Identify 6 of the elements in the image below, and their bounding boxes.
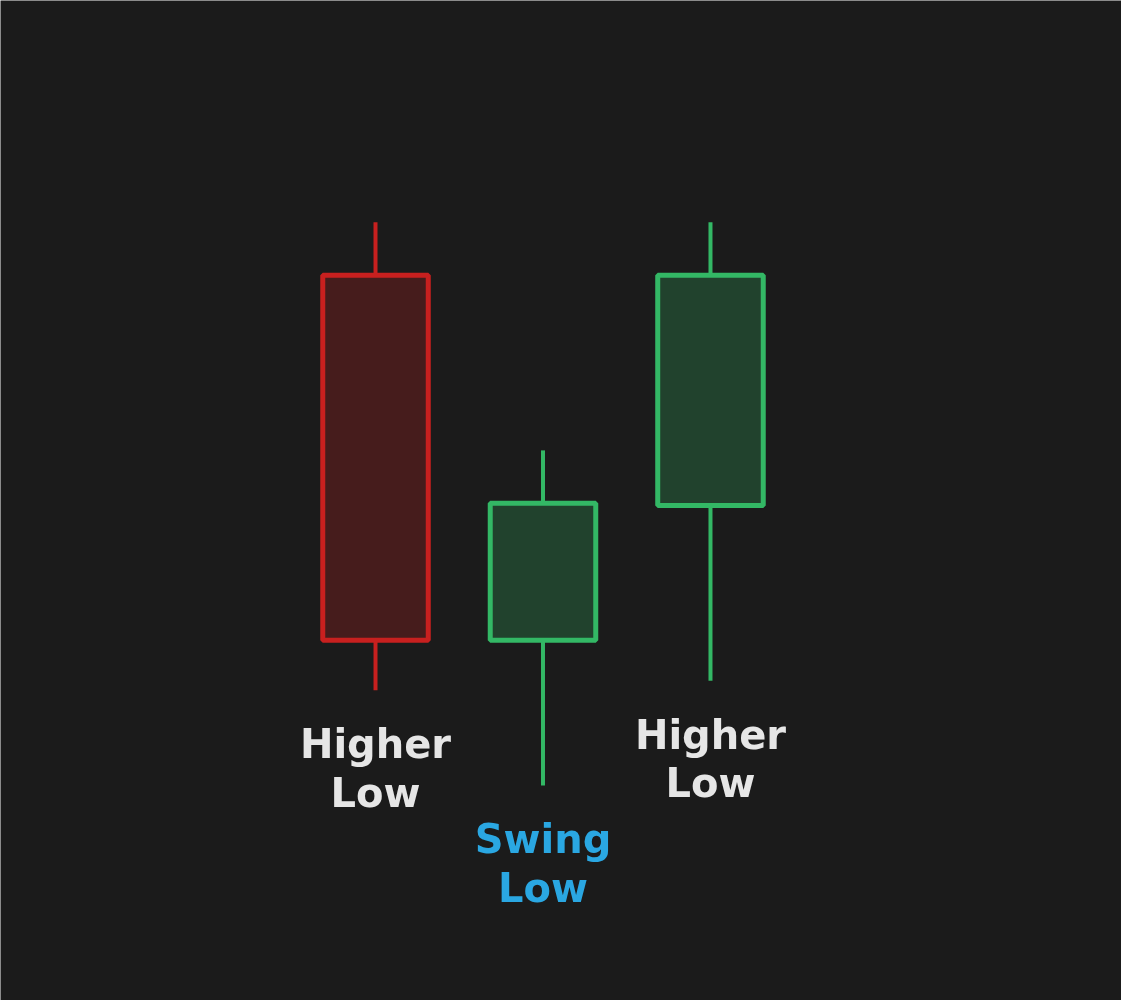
- annotation: Higher Low: [634, 711, 787, 806]
- candlestick: [655, 222, 766, 681]
- candlestick: [320, 222, 431, 691]
- annotation: Higher Low: [299, 721, 452, 816]
- candlestick: [487, 450, 599, 786]
- text: Swing Low: [474, 816, 612, 911]
